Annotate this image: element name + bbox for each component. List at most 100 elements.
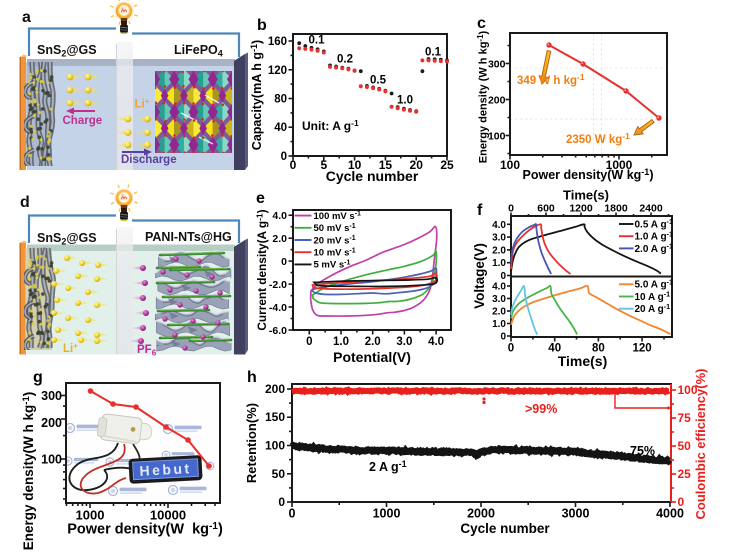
svg-text:SnS2@GS: SnS2@GS bbox=[37, 43, 97, 59]
svg-text:e: e bbox=[256, 190, 265, 207]
svg-text:LiFePO4: LiFePO4 bbox=[174, 43, 223, 59]
svg-text:Hebut: Hebut bbox=[139, 460, 192, 479]
svg-text:0: 0 bbox=[508, 343, 514, 355]
svg-text:10: 10 bbox=[348, 158, 362, 172]
svg-text:SnS2@GS: SnS2@GS bbox=[37, 231, 97, 247]
svg-text:Time(s): Time(s) bbox=[558, 353, 608, 369]
svg-text:0: 0 bbox=[289, 507, 296, 521]
svg-text:0: 0 bbox=[281, 151, 287, 163]
svg-text:-2.0: -2.0 bbox=[269, 279, 287, 291]
svg-text:80: 80 bbox=[274, 94, 287, 106]
svg-text:a: a bbox=[22, 9, 31, 26]
svg-text:Power density(W kg-1): Power density(W kg-1) bbox=[523, 167, 654, 182]
svg-text:Charge: Charge bbox=[63, 115, 103, 127]
svg-text:20 mV s-1: 20 mV s-1 bbox=[314, 235, 356, 246]
svg-text:2.0: 2.0 bbox=[272, 233, 287, 245]
svg-text:Potential(V): Potential(V) bbox=[333, 349, 411, 365]
svg-text:0.5: 0.5 bbox=[370, 75, 387, 87]
svg-text:0: 0 bbox=[278, 495, 285, 509]
svg-text:4000: 4000 bbox=[656, 507, 684, 521]
svg-text:200: 200 bbox=[488, 94, 506, 106]
svg-text:2000: 2000 bbox=[467, 507, 495, 521]
svg-text:4.0: 4.0 bbox=[272, 210, 287, 222]
svg-text:f: f bbox=[477, 202, 483, 219]
svg-text:200: 200 bbox=[265, 382, 285, 396]
svg-text:Cycle number: Cycle number bbox=[326, 168, 419, 184]
svg-text:75%: 75% bbox=[630, 444, 655, 458]
svg-text:3.0: 3.0 bbox=[492, 233, 506, 244]
svg-text:PF6-: PF6- bbox=[137, 341, 159, 358]
svg-text:b: b bbox=[257, 17, 267, 34]
svg-text:0: 0 bbox=[281, 256, 287, 268]
svg-text:4.0: 4.0 bbox=[492, 282, 506, 293]
svg-text:Unit: A g-1: Unit: A g-1 bbox=[302, 118, 359, 133]
svg-text:200: 200 bbox=[41, 416, 62, 430]
svg-text:Retention(%): Retention(%) bbox=[244, 403, 259, 483]
svg-text:1000: 1000 bbox=[606, 158, 633, 172]
svg-text:25: 25 bbox=[440, 158, 454, 172]
svg-text:100: 100 bbox=[500, 158, 520, 172]
svg-text:25: 25 bbox=[678, 467, 692, 481]
svg-text:3000: 3000 bbox=[562, 507, 590, 521]
svg-text:349 W h kg-1: 349 W h kg-1 bbox=[517, 72, 585, 87]
svg-text:0: 0 bbox=[290, 158, 297, 172]
svg-text:PANI-NTs@HG: PANI-NTs@HG bbox=[145, 230, 232, 244]
svg-text:g: g bbox=[33, 369, 43, 386]
svg-text:75: 75 bbox=[678, 411, 692, 425]
svg-text:160: 160 bbox=[268, 36, 287, 48]
svg-text:50 mV s-1: 50 mV s-1 bbox=[314, 223, 356, 234]
svg-text:Power density(W kg-1): Power density(W kg-1) bbox=[67, 521, 223, 538]
svg-text:1200: 1200 bbox=[569, 203, 593, 215]
svg-text:40: 40 bbox=[548, 343, 561, 355]
svg-text:0: 0 bbox=[306, 336, 312, 348]
svg-text:Energy density (W h kg-1): Energy density (W h kg-1) bbox=[476, 30, 490, 163]
svg-text:0: 0 bbox=[678, 495, 685, 509]
svg-text:1800: 1800 bbox=[604, 203, 628, 215]
svg-text:Voltage(V): Voltage(V) bbox=[472, 243, 487, 309]
svg-text:Cycle number: Cycle number bbox=[460, 521, 550, 536]
svg-text:150: 150 bbox=[265, 410, 285, 424]
svg-text:2.0 A g-1: 2.0 A g-1 bbox=[635, 242, 673, 255]
svg-text:10 mV s-1: 10 mV s-1 bbox=[314, 247, 356, 258]
svg-text:1.0: 1.0 bbox=[492, 319, 506, 330]
svg-text:300: 300 bbox=[41, 389, 62, 403]
svg-text:0.5 A g-1: 0.5 A g-1 bbox=[635, 217, 673, 230]
svg-text:4.0: 4.0 bbox=[492, 220, 506, 231]
svg-text:40: 40 bbox=[274, 122, 287, 134]
svg-text:600: 600 bbox=[537, 203, 555, 215]
svg-text:0: 0 bbox=[500, 332, 506, 343]
svg-text:3.0: 3.0 bbox=[396, 336, 412, 348]
svg-text:1.0: 1.0 bbox=[492, 258, 506, 269]
svg-text:15: 15 bbox=[379, 158, 393, 172]
svg-text:0.1: 0.1 bbox=[425, 47, 442, 59]
svg-text:0.2: 0.2 bbox=[337, 54, 353, 66]
svg-text:0: 0 bbox=[508, 203, 514, 215]
svg-text:5: 5 bbox=[320, 158, 327, 172]
svg-text:100: 100 bbox=[678, 383, 698, 397]
svg-text:10 A g-1: 10 A g-1 bbox=[635, 290, 671, 303]
svg-text:300: 300 bbox=[488, 58, 506, 70]
svg-text:-6.0: -6.0 bbox=[269, 325, 287, 337]
svg-text:1.0: 1.0 bbox=[333, 336, 349, 348]
svg-text:Coulombic efficiency(%): Coulombic efficiency(%) bbox=[693, 369, 708, 520]
svg-text:10000: 10000 bbox=[150, 508, 186, 523]
svg-text:2400: 2400 bbox=[639, 203, 663, 215]
svg-text:Energy density(W h kg-1): Energy density(W h kg-1) bbox=[21, 392, 36, 550]
svg-text:Time(s): Time(s) bbox=[563, 188, 609, 203]
svg-text:0: 0 bbox=[500, 271, 506, 282]
svg-text:2 A g-1: 2 A g-1 bbox=[369, 459, 407, 474]
svg-text:2350 W kg-1: 2350 W kg-1 bbox=[566, 131, 630, 146]
svg-text:Capacity(mA h g-1): Capacity(mA h g-1) bbox=[249, 40, 264, 150]
svg-text:100 mV s-1: 100 mV s-1 bbox=[314, 211, 362, 222]
svg-text:1000: 1000 bbox=[373, 507, 401, 521]
svg-text:Discharge: Discharge bbox=[121, 154, 177, 166]
svg-text:120: 120 bbox=[268, 65, 287, 77]
svg-text:2.0: 2.0 bbox=[492, 245, 506, 256]
svg-text:Current density(A g-1): Current density(A g-1) bbox=[255, 209, 270, 330]
svg-text:100: 100 bbox=[41, 453, 62, 467]
svg-text:120: 120 bbox=[633, 343, 652, 355]
svg-text:50: 50 bbox=[678, 439, 692, 453]
svg-text:4.0: 4.0 bbox=[428, 336, 444, 348]
svg-text:20 A g-1: 20 A g-1 bbox=[635, 302, 671, 315]
svg-text:h: h bbox=[247, 369, 257, 386]
